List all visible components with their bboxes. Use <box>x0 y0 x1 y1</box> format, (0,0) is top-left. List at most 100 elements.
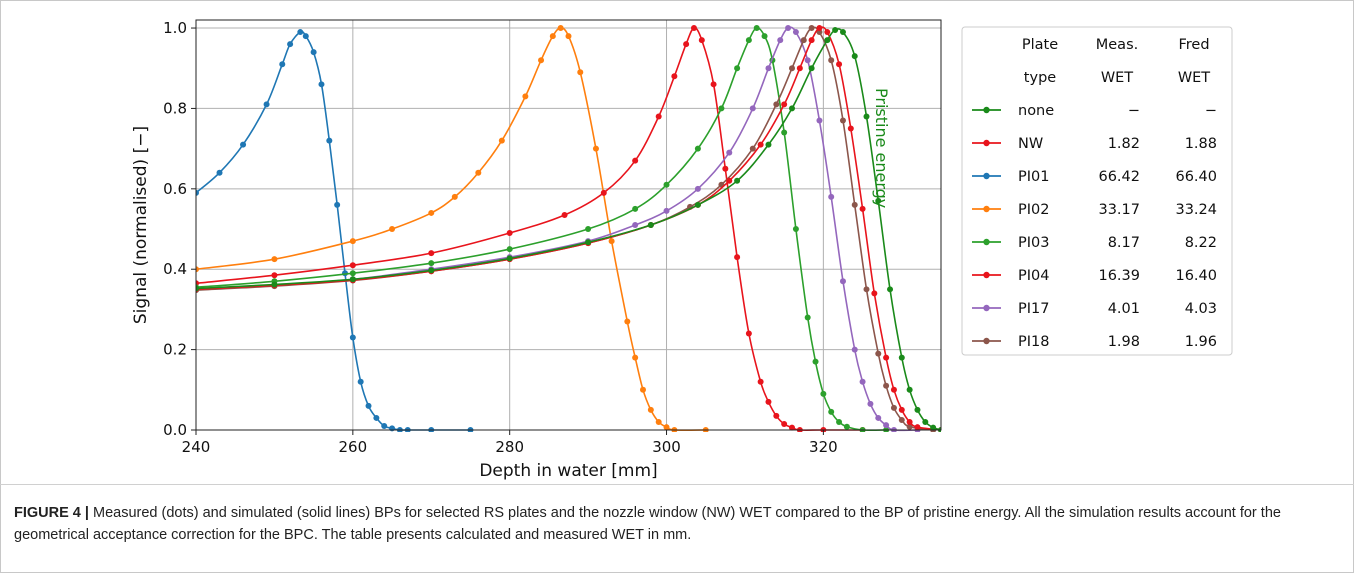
legend-swatch-dot <box>983 271 990 279</box>
legend-meas-wet: − <box>1128 103 1140 119</box>
legend-header: WET <box>1178 70 1210 86</box>
data-point <box>785 25 792 32</box>
data-point <box>914 406 921 413</box>
grid <box>195 20 941 431</box>
data-point <box>839 117 846 124</box>
legend-row-pi04: PI04 16.39 16.40 <box>972 268 1217 284</box>
data-point <box>663 424 670 431</box>
data-point <box>749 145 756 152</box>
data-point <box>498 137 505 144</box>
data-point <box>734 177 741 184</box>
series-none <box>196 27 941 432</box>
data-point <box>726 149 733 156</box>
data-point <box>349 276 356 283</box>
data-point <box>906 418 913 425</box>
data-point <box>883 382 890 389</box>
legend-header: type <box>1024 70 1056 86</box>
data-point <box>789 105 795 112</box>
legend-swatch-dot <box>983 238 990 246</box>
data-point <box>632 205 639 212</box>
data-point <box>373 414 380 421</box>
data-point <box>349 262 356 269</box>
legend-plate-name: PI17 <box>1018 301 1049 317</box>
data-point <box>694 145 701 152</box>
data-point <box>792 29 799 36</box>
x-tick-label: 240 <box>182 438 211 456</box>
data-point <box>761 33 768 40</box>
y-tick-label: 0.4 <box>163 260 187 278</box>
data-point <box>722 165 729 172</box>
data-point <box>871 290 878 297</box>
data-point <box>640 386 646 393</box>
series-pi01 <box>196 29 474 432</box>
data-point <box>863 113 870 120</box>
legend-fred-wet: 33.24 <box>1175 202 1217 218</box>
legend-header: Plate <box>1022 37 1058 53</box>
data-point <box>357 378 364 385</box>
legend-fred-wet: 8.22 <box>1185 235 1217 251</box>
data-point <box>718 105 725 112</box>
data-point <box>647 222 654 228</box>
legend-plate-name: PI04 <box>1018 268 1049 284</box>
data-point <box>781 420 788 427</box>
data-point <box>538 57 545 64</box>
data-point <box>773 412 780 419</box>
data-point <box>271 281 278 288</box>
data-point <box>898 354 905 361</box>
x-tick-label: 300 <box>652 438 681 456</box>
data-point <box>906 386 913 393</box>
data-point <box>828 408 835 415</box>
legend-meas-wet: 33.17 <box>1098 202 1140 218</box>
data-point <box>592 145 599 152</box>
data-point <box>663 181 670 188</box>
legend-swatch-dot <box>983 205 990 213</box>
data-point <box>824 37 831 44</box>
legend-row-none: none − − <box>972 103 1217 119</box>
series-line <box>196 26 918 432</box>
data-point <box>777 37 784 44</box>
data-point <box>565 33 572 40</box>
data-point <box>655 418 662 425</box>
figure-caption: FIGURE 4 | Measured (dots) and simulated… <box>14 502 1334 546</box>
x-tick-label: 320 <box>809 438 838 456</box>
data-point <box>506 255 513 262</box>
series-pi17 <box>196 25 921 432</box>
data-point <box>832 27 839 34</box>
data-point <box>349 270 356 277</box>
x-tick-label: 260 <box>339 438 368 456</box>
data-point <box>867 400 874 407</box>
data-point <box>506 230 513 237</box>
data-point <box>263 101 270 108</box>
data-point <box>522 93 529 100</box>
data-point <box>334 201 341 208</box>
data-point <box>906 423 913 430</box>
data-point <box>851 346 858 353</box>
legend-row-pi03: PI03 8.17 8.22 <box>972 235 1217 251</box>
legend-row-pi01: PI01 66.42 66.40 <box>972 169 1217 185</box>
caption-separator <box>0 484 1354 485</box>
data-point <box>800 37 807 44</box>
data-point <box>196 285 199 292</box>
data-point <box>428 260 435 267</box>
data-point <box>726 177 733 184</box>
data-point <box>349 334 356 341</box>
data-point <box>859 378 866 385</box>
series-line <box>196 28 941 431</box>
legend-plate-name: PI01 <box>1018 169 1049 185</box>
y-tick-label: 0.2 <box>163 341 187 359</box>
bragg-peak-chart: 240 260 280 300 320 0.0 0.2 0.4 0.6 0.8 1.0 Depth … <box>131 19 1233 481</box>
data-point <box>804 57 811 64</box>
data-point <box>930 424 937 431</box>
legend-swatch-dot <box>983 304 990 312</box>
legend-fred-wet: 1.96 <box>1185 334 1217 350</box>
data-point <box>428 250 435 257</box>
data-point <box>765 141 772 148</box>
legend-swatch-dot <box>983 106 990 114</box>
series-line <box>196 26 941 431</box>
data-point <box>585 226 592 233</box>
data-point <box>271 272 278 279</box>
data-point <box>859 205 866 212</box>
data-point <box>863 286 870 293</box>
legend-plate-name: PI03 <box>1018 235 1049 251</box>
legend-fred-wet: 4.03 <box>1185 301 1217 317</box>
